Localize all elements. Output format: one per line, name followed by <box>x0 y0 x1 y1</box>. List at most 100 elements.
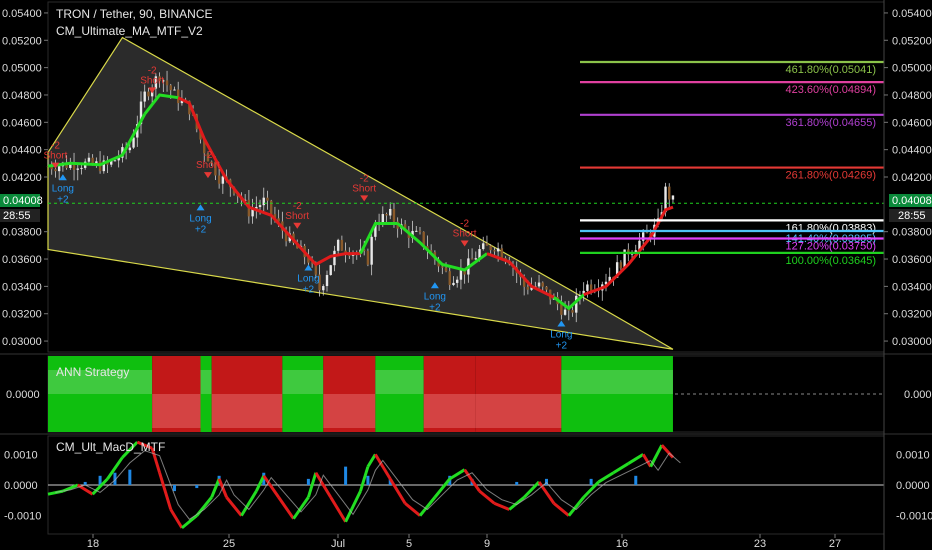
long-arrow-icon <box>557 320 566 327</box>
candle-body <box>619 262 623 269</box>
macd-y-tick-label: 0.0010 <box>896 449 930 461</box>
ma-segment <box>47 113 147 168</box>
candle-body <box>132 137 135 148</box>
short-signal-value: -2 <box>293 201 302 212</box>
chart-title: TRON / Tether, 90, BINANCE <box>56 7 213 21</box>
candle-body <box>76 168 79 170</box>
macd-line-segment <box>627 453 644 465</box>
y-tick-label: 0.05000 <box>892 63 932 75</box>
candle-body <box>392 208 396 222</box>
y-tick-label: 0.05000 <box>2 63 42 75</box>
y-tick-label: 0.04400 <box>892 145 932 157</box>
candle-body <box>385 214 388 216</box>
macd-histogram-bar <box>195 485 199 489</box>
candle-body <box>608 276 611 282</box>
candle-body <box>452 282 455 286</box>
candle-body <box>329 265 332 276</box>
macd-line-segment <box>314 471 333 499</box>
candle-body <box>366 250 370 265</box>
short-signal-value: -2 <box>460 219 469 230</box>
macd-y-tick-label: 0.0000 <box>4 480 38 492</box>
short-arrow-icon <box>460 240 469 247</box>
x-tick-label: 5 <box>406 538 412 550</box>
candle-body <box>147 91 150 97</box>
candle-body <box>46 166 50 168</box>
candle-body <box>489 245 492 251</box>
macd-line-segment <box>388 478 407 505</box>
macd-line-segment <box>91 477 109 496</box>
candle-body <box>50 166 53 170</box>
candle-body <box>266 197 269 201</box>
macd-y-tick-label: -0.0010 <box>4 511 41 523</box>
short-signal-label: Short <box>140 75 164 86</box>
candle-body <box>87 157 91 162</box>
candle-body <box>165 80 169 86</box>
macd-line-segment <box>478 489 496 505</box>
macd-line-segment <box>121 441 139 459</box>
candle-body <box>623 249 626 269</box>
ann-panel-label: ANN Strategy <box>56 365 129 379</box>
candle-body <box>72 163 76 170</box>
candle-body <box>180 99 184 104</box>
candle-body <box>117 157 120 161</box>
candle-body <box>95 161 98 165</box>
macd-histogram-bar <box>366 475 370 485</box>
candle-body <box>102 160 105 172</box>
long-signal-value: +2 <box>556 341 568 352</box>
candle-body <box>571 310 574 313</box>
macd-histogram-bar <box>388 478 392 485</box>
y-tick-label: 0.05200 <box>892 35 932 47</box>
candle-body <box>314 263 318 275</box>
short-signal-label: Short <box>352 183 376 194</box>
ann-inner <box>211 394 283 428</box>
y-tick-label: 0.03800 <box>892 227 932 239</box>
candle-body <box>80 167 83 169</box>
candle-body <box>162 80 165 82</box>
fib-levels: 461.80%(0.05041) 423.60%(0.04894) 361.80%(… <box>580 60 884 267</box>
short-signal-value: -2 <box>51 141 60 152</box>
long-arrow-icon <box>304 264 313 271</box>
macd-histogram-bar <box>172 485 176 492</box>
y-tick-label: 0.03200 <box>2 309 42 321</box>
candle-body <box>221 176 225 184</box>
candle-body <box>143 91 146 102</box>
short-arrow-icon <box>148 87 157 94</box>
macd-histogram-bar <box>344 466 348 485</box>
y-tick-label: 0.04800 <box>2 90 42 102</box>
candle-body <box>638 240 641 251</box>
candle-body <box>448 271 451 286</box>
candle-body <box>418 230 422 232</box>
candle-body <box>307 257 310 263</box>
long-signal-label: Long <box>297 274 319 285</box>
macd-line-segment <box>366 453 377 468</box>
x-tick-label: 9 <box>484 538 490 550</box>
candle-body <box>188 100 191 115</box>
macd-line-segment <box>62 483 79 493</box>
macd-line-segment <box>597 471 615 484</box>
long-signal-label: Long <box>424 291 446 302</box>
long-signal-label: Long <box>189 213 211 224</box>
macd-line-segment <box>508 496 526 511</box>
candle-body <box>262 197 265 206</box>
candle-body <box>459 269 463 280</box>
candle-body <box>604 281 608 285</box>
x-tick-label: 16 <box>616 538 628 550</box>
macd-line-segment <box>225 496 243 517</box>
candle-body <box>363 249 366 251</box>
short-signal-value: -2 <box>148 65 157 76</box>
candle-body <box>456 279 459 283</box>
candle-body <box>493 250 496 252</box>
candle-body <box>422 231 425 247</box>
y-tick-label: 0.03000 <box>892 336 932 348</box>
macd-histogram-bar <box>544 478 548 485</box>
fib-level-label: 100.00%(0.03645) <box>785 255 876 267</box>
long-arrow-icon <box>58 174 67 181</box>
candle-body <box>478 249 481 259</box>
ann-y-tick-label: 0.0000 <box>6 389 40 401</box>
ann-inner <box>200 370 212 394</box>
ann-inner <box>423 394 476 428</box>
candle-body <box>333 250 336 266</box>
candle-body <box>463 269 466 275</box>
